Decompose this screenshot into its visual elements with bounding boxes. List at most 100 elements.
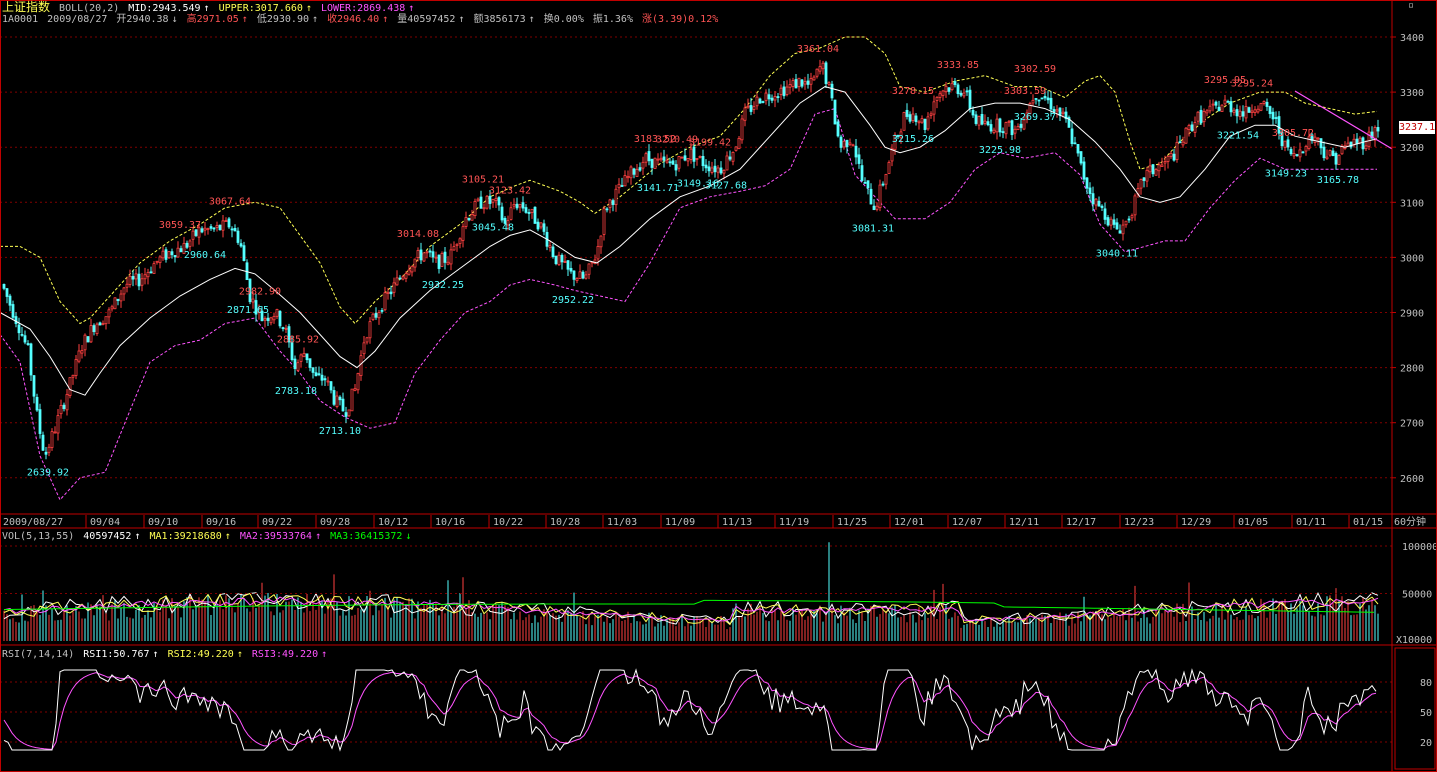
- candle-body: [935, 96, 939, 101]
- candle-body: [1217, 106, 1221, 112]
- candle-body: [836, 121, 840, 137]
- candle-body: [1073, 142, 1077, 145]
- candle-body: [1103, 208, 1107, 220]
- candle-body: [1163, 161, 1167, 164]
- candle-body: [305, 353, 309, 361]
- price-annotation: 3221.54: [1217, 130, 1259, 141]
- candle-body: [23, 335, 27, 343]
- candle-body: [257, 308, 261, 313]
- candle-body: [470, 213, 474, 221]
- candle-body: [713, 165, 717, 173]
- candle-body: [890, 148, 894, 162]
- candle-body: [734, 146, 738, 151]
- candle-body: [122, 287, 126, 295]
- price-annotation: 3014.08: [397, 229, 439, 240]
- volume-tick-label: 50000: [1402, 590, 1432, 601]
- candle-body: [1100, 205, 1104, 208]
- index-title[interactable]: 上证指数: [2, 0, 51, 14]
- open-value: 开2940.38: [116, 14, 169, 25]
- candle-body: [59, 405, 63, 415]
- close-value: 收2946.40: [327, 14, 380, 25]
- candle-body: [125, 283, 129, 288]
- candle-body: [236, 230, 240, 243]
- date-tick-label: 12/07: [952, 517, 982, 528]
- candle-body: [1004, 122, 1008, 135]
- candle-body: [983, 120, 987, 124]
- candle-body: [920, 118, 924, 123]
- price-tick-label: 3400: [1400, 33, 1424, 44]
- candle-body: [695, 157, 699, 160]
- candle-body: [407, 269, 411, 275]
- candle-body: [578, 271, 582, 279]
- volume-header: VOL(5,13,55) 40597452 ↑ MA1:39218680 ↑ MA2…: [2, 531, 414, 543]
- candle-body: [1313, 136, 1317, 143]
- candle-body: [941, 90, 945, 96]
- candle-body: [1244, 106, 1248, 119]
- rsi1-line: [3, 668, 1377, 752]
- date-tick-label: 2009/08/27: [3, 517, 63, 528]
- candle-body: [434, 256, 438, 259]
- candle-body: [425, 251, 429, 254]
- price-annotation: 3123.42: [489, 185, 531, 196]
- candle-body: [1193, 122, 1197, 133]
- candle-body: [692, 146, 696, 162]
- candle-body: [971, 110, 975, 116]
- candle-body: [452, 246, 456, 251]
- candle-body: [677, 156, 681, 169]
- candle-body: [1364, 145, 1368, 150]
- date-tick-label: 12/23: [1124, 517, 1154, 528]
- boll-indicator-name[interactable]: BOLL(20,2): [59, 3, 120, 14]
- candle-body: [752, 106, 756, 110]
- candle-body: [1064, 111, 1068, 120]
- price-annotations: 2639.92 2960.64 3059.37 3067.64 2982.90 2871.…: [27, 44, 1359, 479]
- candle-body: [845, 139, 849, 148]
- candle-body: [1271, 111, 1275, 120]
- candle-body: [926, 116, 930, 130]
- price-tick-label: 3300: [1400, 88, 1424, 99]
- candle-body: [968, 89, 972, 110]
- vol-value: 40597452: [83, 531, 132, 542]
- price-annotation: 3165.78: [1317, 175, 1359, 186]
- candle-body: [1085, 177, 1089, 189]
- candle-body: [1328, 150, 1332, 156]
- candle-body: [65, 394, 69, 411]
- candle-body: [176, 247, 180, 258]
- candle-body: [332, 390, 336, 405]
- candle-body: [953, 81, 957, 85]
- candle-body: [1238, 110, 1242, 118]
- candle-body: [1115, 222, 1119, 230]
- candle-body: [1256, 108, 1260, 113]
- candle-body: [476, 198, 480, 202]
- rsi-indicator-name[interactable]: RSI(7,14,14): [2, 649, 75, 660]
- candle-body: [110, 306, 114, 310]
- candle-body: [809, 78, 813, 85]
- window-control-icon[interactable]: ▫: [1408, 0, 1415, 11]
- candle-body: [932, 101, 936, 115]
- candle-body: [353, 388, 357, 391]
- candle-body: [32, 375, 36, 397]
- current-price-tag: 3237.1: [1399, 121, 1436, 134]
- candle-body: [626, 175, 630, 179]
- boll-lower-band: [0, 107, 1377, 501]
- candle-body: [488, 195, 492, 204]
- up-arrow-icon: ↑: [203, 3, 210, 14]
- candle-body: [620, 185, 624, 187]
- vol-indicator-name[interactable]: VOL(5,13,55): [2, 531, 75, 542]
- candle-body: [1106, 217, 1110, 226]
- candle-body: [572, 270, 576, 280]
- candle-body: [803, 81, 807, 85]
- candle-body: [230, 228, 234, 231]
- candle-body: [266, 317, 270, 321]
- candle-body: [299, 354, 303, 362]
- candle-body: [410, 265, 414, 273]
- candle-body: [1208, 105, 1212, 112]
- candle-body: [1196, 111, 1200, 122]
- candle-body: [1241, 111, 1245, 117]
- candle-body: [605, 208, 609, 211]
- candle-body: [1121, 224, 1125, 235]
- candle-body: [680, 156, 684, 159]
- candle-body: [632, 168, 636, 175]
- candle-body: [563, 261, 567, 263]
